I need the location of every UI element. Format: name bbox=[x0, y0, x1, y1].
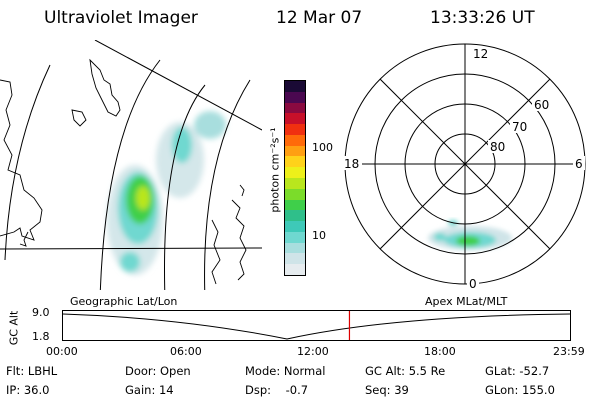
colorbar-swatch bbox=[285, 264, 305, 275]
lat-label-70: 70 bbox=[512, 120, 527, 134]
mlt-label-0: 0 bbox=[469, 277, 477, 291]
altitude-plot bbox=[62, 310, 571, 341]
polar-grid bbox=[344, 43, 586, 285]
colorbar bbox=[284, 80, 306, 276]
date-label: 12 Mar 07 bbox=[276, 8, 363, 28]
alt-y-bottom: 1.8 bbox=[32, 330, 50, 343]
instrument-title: Ultraviolet Imager bbox=[44, 8, 198, 28]
colorbar-swatch bbox=[285, 199, 305, 211]
colorbar-swatch bbox=[285, 177, 305, 189]
colorbar-swatch bbox=[285, 242, 305, 254]
gain-info: Gain: 14 bbox=[125, 383, 174, 397]
right-panel-caption: Apex MLat/MLT bbox=[425, 295, 508, 308]
time-tick-1200: 12:00 bbox=[297, 345, 329, 358]
seq-info: Seq: 39 bbox=[365, 383, 409, 397]
mlt-label-18: 18 bbox=[344, 157, 359, 171]
altitude-curve bbox=[62, 313, 571, 340]
dsp-info: Dsp: -0.7 bbox=[245, 383, 309, 397]
colorbar-swatch bbox=[285, 188, 305, 200]
mode-info: Mode: Normal bbox=[245, 364, 326, 378]
colorbar-swatch bbox=[285, 221, 305, 232]
colorbar-swatch bbox=[285, 124, 305, 135]
colorbar-swatch bbox=[285, 91, 305, 103]
time-tick-2359: 23:59 bbox=[553, 345, 585, 358]
flt-info: Flt: LBHL bbox=[6, 364, 58, 378]
lat-label-80: 80 bbox=[490, 140, 505, 154]
time-tick-1800: 18:00 bbox=[424, 345, 456, 358]
polar-aurora bbox=[428, 220, 512, 250]
geographic-map bbox=[0, 40, 262, 290]
colorbar-swatch bbox=[285, 102, 305, 114]
time-label: 13:33:26 UT bbox=[430, 8, 535, 28]
colorbar-swatch bbox=[285, 80, 305, 92]
colorbar-swatch bbox=[285, 167, 305, 178]
polar-plot: 12 18 6 0 60 70 80 bbox=[342, 43, 586, 291]
colorbar-swatch bbox=[285, 210, 305, 222]
gc-alt-info: GC Alt: 5.5 Re bbox=[365, 364, 446, 378]
colorbar-label-wrap: photon cm⁻²s⁻¹ bbox=[268, 100, 282, 240]
aurora-emission bbox=[107, 111, 226, 275]
glat-info: GLat: -52.7 bbox=[485, 364, 550, 378]
colorbar-label: photon cm⁻²s⁻¹ bbox=[268, 127, 282, 213]
mlt-label-12: 12 bbox=[473, 47, 488, 61]
colorbar-tick-10: 10 bbox=[312, 229, 326, 242]
mlt-label-6: 6 bbox=[575, 157, 583, 171]
colorbar-swatch bbox=[285, 134, 305, 146]
lat-label-60: 60 bbox=[534, 98, 549, 112]
colorbar-swatch bbox=[285, 113, 305, 125]
alt-y-label: GC Alt bbox=[7, 310, 21, 346]
colorbar-swatch bbox=[285, 156, 305, 168]
coastlines bbox=[0, 58, 247, 285]
ip-info: IP: 36.0 bbox=[6, 383, 50, 397]
time-tick-0000: 00:00 bbox=[46, 345, 78, 358]
time-tick-0600: 06:00 bbox=[170, 345, 202, 358]
colorbar-tick-100: 100 bbox=[312, 141, 333, 154]
glon-info: GLon: 155.0 bbox=[485, 383, 555, 397]
door-info: Door: Open bbox=[125, 364, 191, 378]
colorbar-swatch bbox=[285, 253, 305, 265]
left-panel-caption: Geographic Lat/Lon bbox=[70, 295, 178, 308]
alt-y-top: 9.0 bbox=[32, 306, 50, 319]
map-grid bbox=[0, 40, 262, 290]
colorbar-swatch bbox=[285, 231, 305, 243]
colorbar-swatch bbox=[285, 145, 305, 157]
alt-ylabel-wrap: GC Alt bbox=[4, 310, 24, 346]
